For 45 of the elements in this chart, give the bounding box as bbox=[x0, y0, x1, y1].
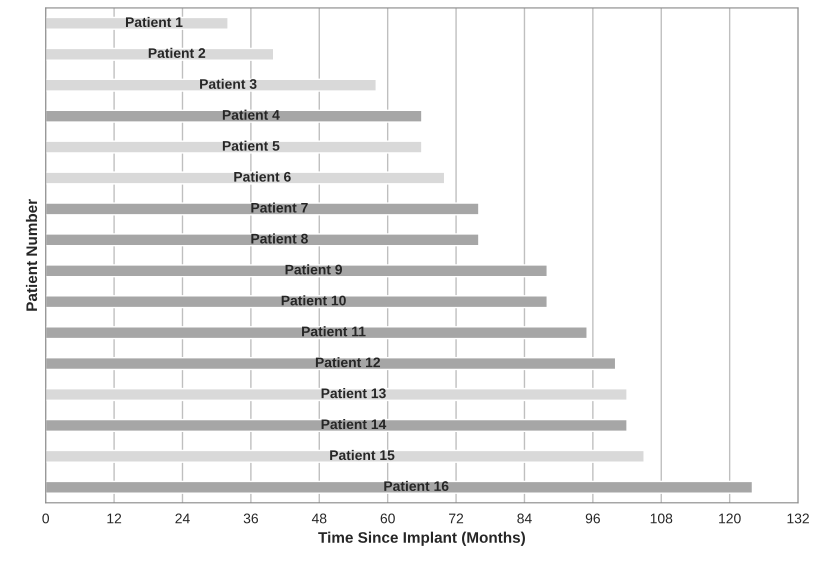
y-tick-label: Patient 11 bbox=[302, 326, 366, 336]
bar bbox=[46, 418, 628, 432]
x-tick-label: 72 bbox=[449, 514, 464, 524]
bar bbox=[46, 326, 588, 340]
bar bbox=[46, 48, 274, 61]
x-tick-label: 108 bbox=[650, 514, 672, 524]
y-tick-label: Patient 13 bbox=[322, 388, 386, 398]
bar bbox=[46, 480, 754, 494]
y-tick-label: Patient 2 bbox=[148, 48, 206, 58]
bar bbox=[46, 78, 377, 92]
y-tick-label: Patient 15 bbox=[330, 450, 394, 460]
y-tick-label: Patient 8 bbox=[251, 233, 308, 244]
y-tick-label: Patient 10 bbox=[282, 295, 346, 306]
y-tick-label: Patient 5 bbox=[222, 140, 280, 151]
bar bbox=[46, 388, 628, 402]
y-tick-label: Patient 3 bbox=[200, 78, 257, 89]
bar bbox=[46, 357, 616, 370]
bar bbox=[46, 171, 446, 185]
y-tick-label: Patient 9 bbox=[286, 264, 342, 275]
bar bbox=[46, 233, 480, 246]
x-tick-label: 48 bbox=[312, 514, 326, 524]
x-tick-label: 36 bbox=[244, 514, 258, 524]
x-tick-label: 84 bbox=[517, 514, 532, 524]
y-axis-title: Patient Number bbox=[26, 199, 38, 311]
bar bbox=[46, 202, 480, 216]
bar bbox=[46, 140, 423, 154]
x-tick-label: 24 bbox=[175, 514, 190, 524]
y-tick-label: Patient 12 bbox=[316, 357, 380, 368]
x-tick-label: 132 bbox=[788, 514, 809, 524]
x-tick-label: 60 bbox=[380, 514, 395, 524]
y-tick-label: Patient 16 bbox=[384, 480, 448, 492]
y-tick-label: Patient 4 bbox=[222, 110, 280, 120]
x-axis-title: Time Since Implant (Months) bbox=[318, 532, 525, 546]
x-tick-label: 0 bbox=[42, 514, 50, 524]
x-tick-label: 120 bbox=[719, 514, 741, 524]
y-tick-label: Patient 14 bbox=[322, 418, 386, 430]
bar bbox=[46, 110, 423, 123]
x-tick-label: 96 bbox=[586, 514, 600, 524]
bar bbox=[46, 295, 548, 308]
bar bbox=[46, 450, 645, 463]
y-tick-label: Patient 6 bbox=[234, 172, 291, 182]
bar bbox=[46, 264, 548, 278]
y-tick-label: Patient 1 bbox=[126, 16, 183, 28]
y-tick-label: Patient 7 bbox=[251, 202, 308, 213]
x-tick-label: 12 bbox=[107, 514, 122, 524]
